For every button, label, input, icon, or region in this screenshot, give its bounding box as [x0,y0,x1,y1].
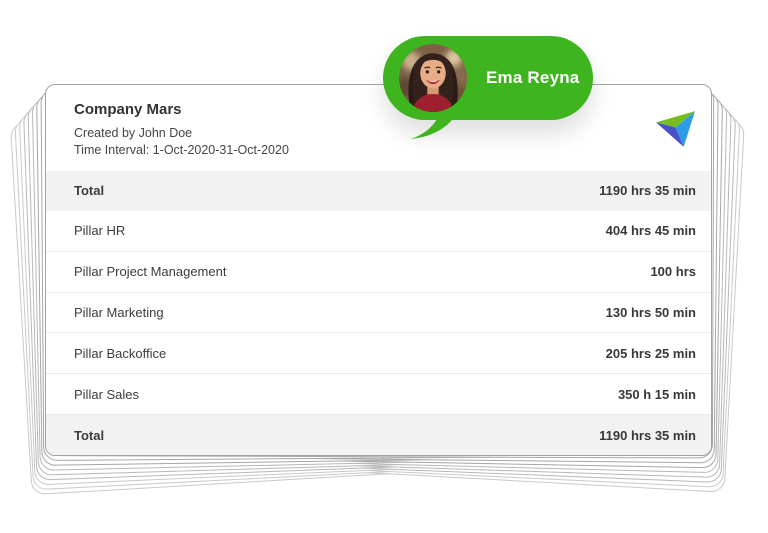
row-value: 1190 hrs 35 min [599,183,696,199]
row-value: 350 h 15 min [617,386,696,402]
created-by-label: Created by John Doe [74,126,193,140]
table-row: Pillar Marketing 130 hrs 50 min [46,292,711,334]
report-card: Company Mars Created by John Doe Time In… [45,84,712,456]
hours-table: Total 1190 hrs 35 min Pillar HR 404 hrs … [46,171,711,455]
user-avatar [399,44,467,112]
table-row: Pillar Project Management 100 hrs [46,251,711,293]
company-title: Company Mars [74,101,182,118]
woman-portrait-photo [399,44,467,112]
table-row: Pillar Backoffice 205 hrs 25 min [46,333,711,375]
row-value: 205 hrs 25 min [605,345,696,361]
row-label: Pillar HR [74,223,126,239]
row-label: Pillar Marketing [74,305,164,320]
row-value: 100 hrs [650,264,696,280]
report-header: Company Mars Created by John Doe Time In… [46,85,711,171]
table-row: Pillar Sales 350 h 15 min [46,374,711,416]
row-label: Pillar Backoffice [74,345,167,361]
time-interval-label: Time Interval: 1-Oct-2020-31-Oct-2020 [74,143,289,157]
user-chat-bubble: Ema Reyna [383,36,593,139]
table-row: Pillar HR 404 hrs 45 min [46,210,711,252]
bubble-tail-icon [411,112,457,139]
row-value: 1190 hrs 35 min [599,427,696,443]
user-name-label: Ema Reyna [486,68,580,87]
table-row: Total 1190 hrs 35 min [46,415,711,455]
table-row: Total 1190 hrs 35 min [46,171,711,211]
row-label: Total [74,183,105,199]
row-value: 130 hrs 50 min [605,305,696,320]
row-label: Total [74,427,105,443]
brand-logo-icon [653,105,698,150]
row-label: Pillar Sales [74,386,140,402]
row-label: Pillar Project Management [74,264,227,280]
row-value: 404 hrs 45 min [605,223,696,239]
